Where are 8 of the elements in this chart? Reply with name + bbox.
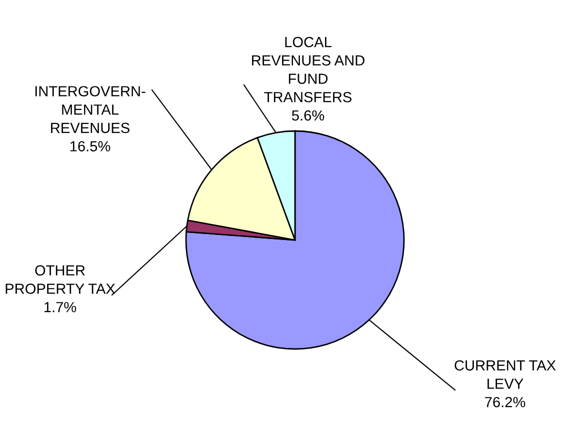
slice-label: CURRENT TAX LEVY <box>454 360 556 389</box>
slice-label: OTHER PROPERTY TAX <box>6 265 116 294</box>
data-label: 1.7% <box>44 302 76 312</box>
data-label: 5.6% <box>292 110 324 121</box>
data-label: 16.5% <box>70 141 110 152</box>
data-label: 76.2% <box>485 396 526 408</box>
slice-label: INTERGOVERN- MENTAL REVENUES <box>35 86 146 134</box>
slice-label: LOCAL REVENUES AND FUND TRANSFERS <box>252 36 364 102</box>
